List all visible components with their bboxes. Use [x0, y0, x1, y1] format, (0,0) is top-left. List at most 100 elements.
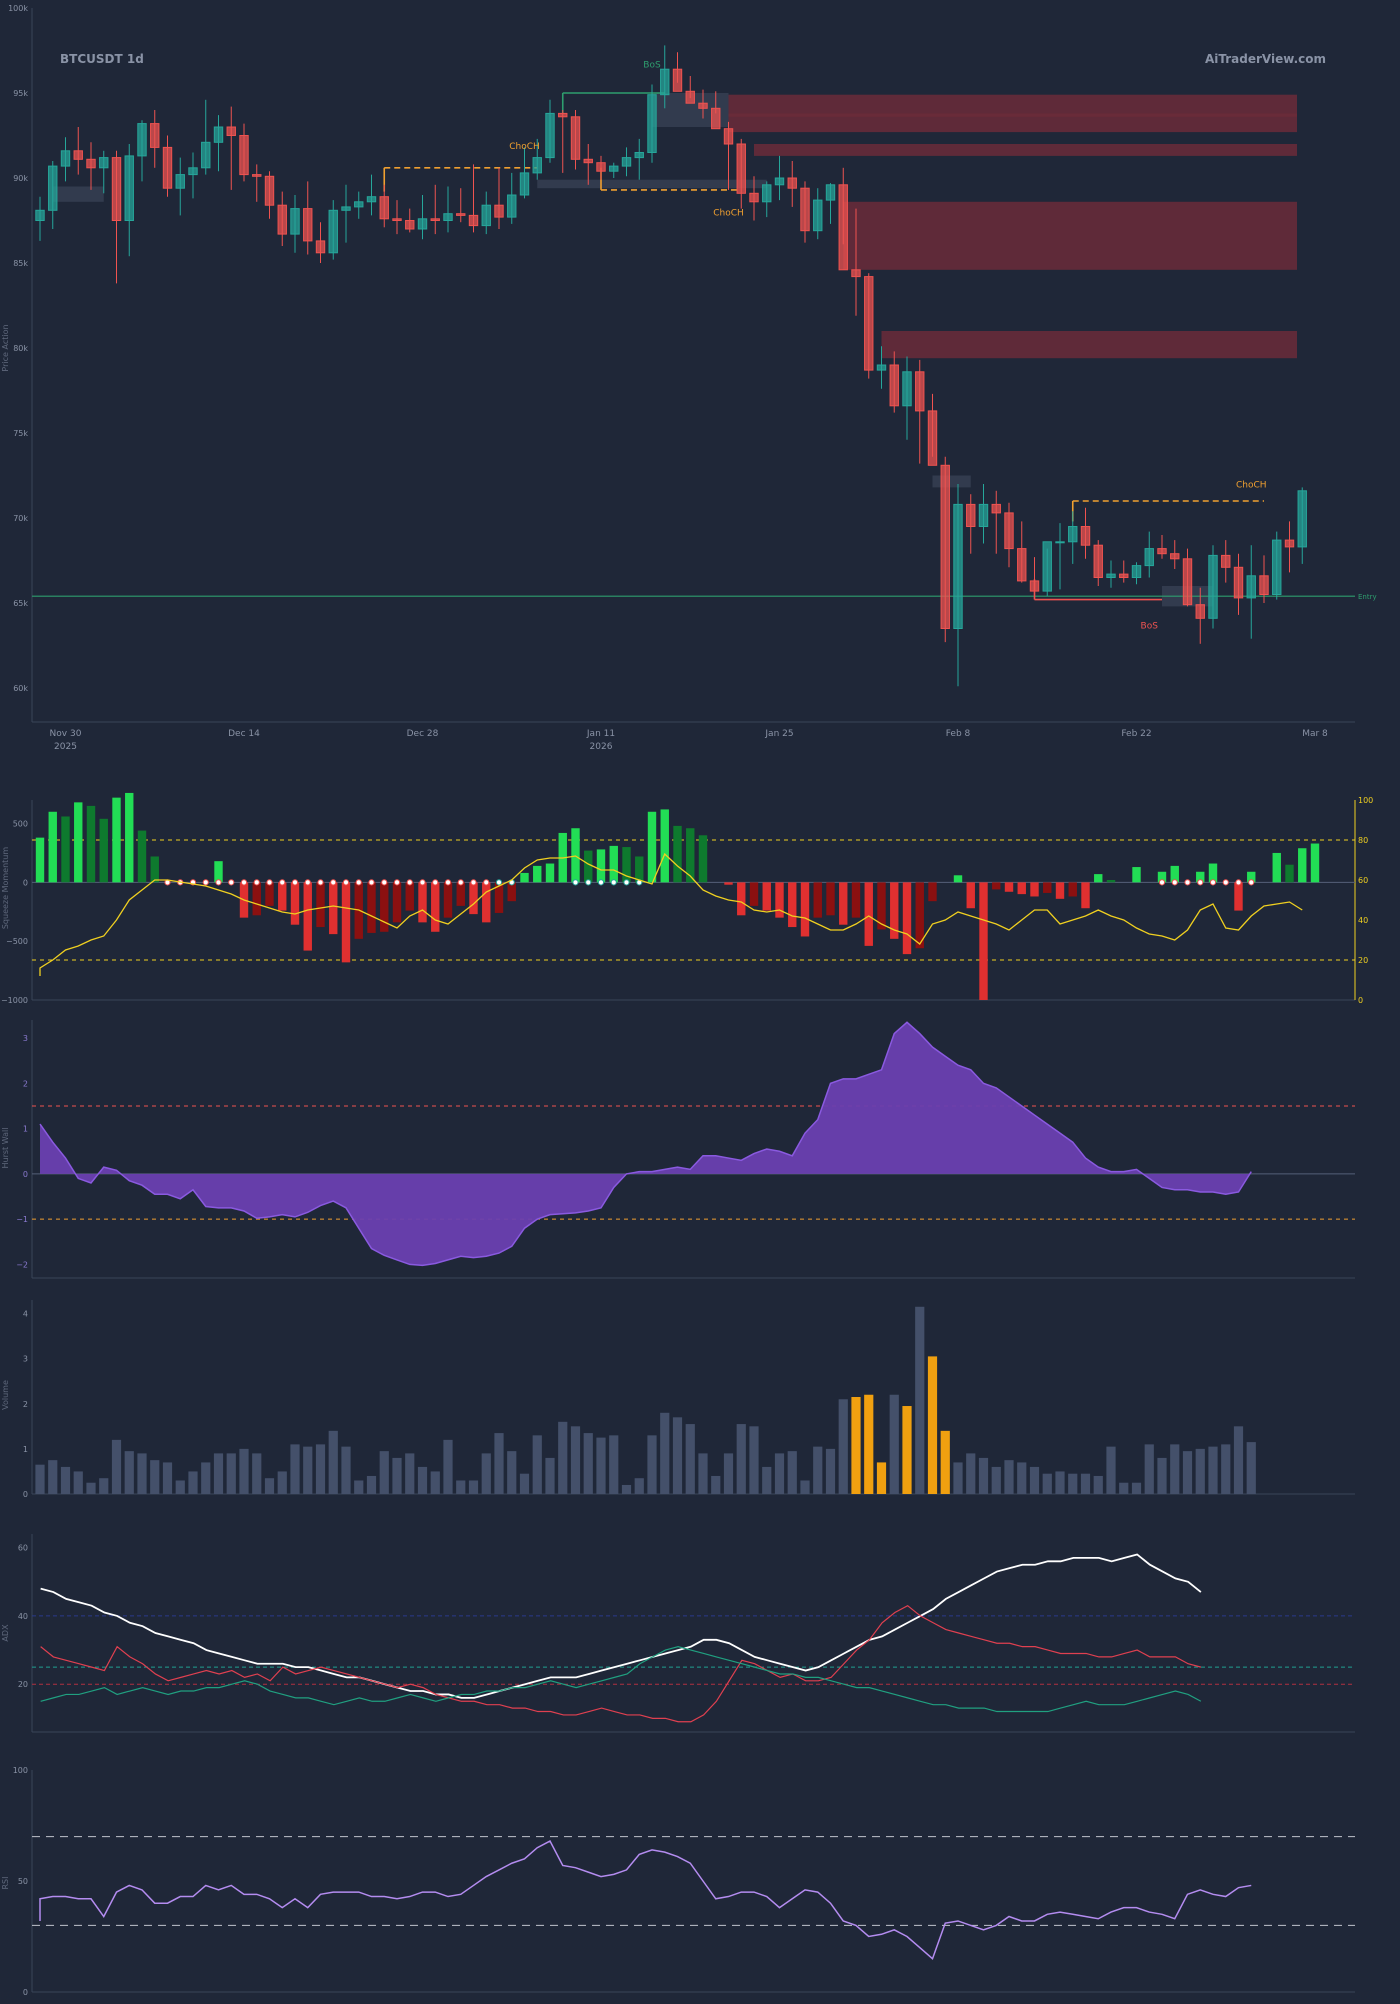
- candle-body: [1080, 526, 1091, 546]
- volume-bar: [86, 1482, 96, 1494]
- squeeze-bar: [290, 882, 300, 925]
- squeeze-right-tick-label: 80: [1358, 836, 1368, 845]
- candle-body: [672, 68, 683, 92]
- volume-bar: [876, 1462, 887, 1494]
- candle-body: [1144, 548, 1154, 567]
- di-minus-line: [40, 1604, 1202, 1723]
- squeeze-bar: [392, 882, 402, 923]
- candle-body: [86, 158, 96, 169]
- candle-body: [698, 102, 708, 109]
- volume-bar: [838, 1399, 848, 1494]
- volume-bar: [825, 1448, 836, 1494]
- watermark: AiTraderView.com: [1205, 52, 1326, 66]
- candle-body: [1182, 558, 1193, 606]
- volume-bar: [647, 1435, 657, 1494]
- squeeze-bar: [1030, 882, 1039, 897]
- candle-body: [73, 150, 83, 160]
- price-y-tick-label: 80k: [13, 344, 28, 353]
- volume-bar: [354, 1480, 364, 1494]
- volume-bar: [1068, 1473, 1078, 1494]
- squeeze-bar: [686, 828, 695, 883]
- squeeze-dot: [432, 879, 439, 886]
- squeeze-bar: [775, 882, 784, 918]
- volume-y-tick-label: 1: [23, 1445, 28, 1454]
- squeeze-bar: [520, 872, 529, 883]
- candle-body: [736, 143, 746, 194]
- price-y-tick-label: 95k: [13, 89, 28, 98]
- candle-body: [558, 112, 568, 118]
- candle-body: [303, 208, 313, 242]
- squeeze-bar: [622, 847, 631, 883]
- candle-body: [864, 276, 874, 371]
- squeeze-bar: [1068, 882, 1077, 897]
- squeeze-bar: [405, 882, 414, 911]
- volume-bar: [137, 1453, 147, 1494]
- volume-bar: [468, 1480, 479, 1494]
- volume-bar: [1195, 1448, 1205, 1494]
- squeeze-bar: [507, 882, 516, 902]
- squeeze-bar: [839, 882, 848, 925]
- price-y-tick-label: 100k: [8, 4, 28, 13]
- squeeze-bar: [928, 882, 937, 902]
- candle-body: [213, 126, 224, 143]
- candle-body: [60, 150, 71, 167]
- candle-body: [915, 371, 925, 412]
- adx-line: [40, 1553, 1202, 1699]
- structure-label: Entry: [1358, 593, 1377, 601]
- x-date-label: Feb 8: [946, 729, 971, 739]
- order-block-zone: [537, 179, 767, 189]
- candle-body: [277, 204, 287, 235]
- candle-body: [99, 157, 109, 169]
- squeeze-dot: [393, 879, 401, 886]
- candle-body: [813, 199, 823, 232]
- squeeze-bar: [1170, 865, 1179, 883]
- candle-body: [851, 269, 861, 278]
- squeeze-dot: [1222, 879, 1229, 886]
- candle-body: [35, 209, 45, 222]
- squeeze-dot: [419, 879, 426, 886]
- volume-bar: [634, 1478, 644, 1494]
- volume-y-tick-label: 2: [23, 1400, 28, 1409]
- squeeze-bar: [494, 882, 504, 913]
- candle-body: [252, 174, 262, 177]
- volume-bar: [1042, 1473, 1052, 1494]
- volume-bar: [583, 1433, 593, 1494]
- axes-layer: [31, 8, 1356, 1993]
- volume-bar: [685, 1424, 695, 1494]
- volume-bar: [1182, 1451, 1193, 1494]
- volume-axis-title: Volume: [1, 1380, 10, 1410]
- x-date-label: Mar 8: [1302, 729, 1328, 739]
- volume-bar: [787, 1451, 797, 1494]
- squeeze-bar: [469, 882, 478, 915]
- candle-body: [315, 240, 326, 254]
- volume-bar: [290, 1444, 300, 1494]
- squeeze-bar: [456, 882, 465, 906]
- squeeze-bar: [609, 845, 618, 883]
- structure-label: BoS: [643, 61, 661, 71]
- squeeze-dot: [304, 879, 311, 886]
- volume-bar: [111, 1439, 122, 1494]
- volume-bar: [851, 1397, 861, 1494]
- volume-bar: [736, 1424, 746, 1494]
- squeeze-dot: [215, 879, 222, 886]
- volume-bar: [749, 1426, 759, 1494]
- candle-body: [443, 213, 453, 221]
- candle-body: [774, 177, 785, 186]
- squeeze-bar: [902, 882, 912, 955]
- supply-zone: [881, 331, 1297, 359]
- volume-bar: [443, 1439, 453, 1494]
- squeeze-right-tick-label: 0: [1358, 996, 1363, 1005]
- squeeze-bar: [380, 882, 389, 932]
- squeeze-dot: [279, 879, 286, 886]
- candle-body: [876, 364, 887, 371]
- candle-body: [494, 204, 504, 218]
- squeeze-bar: [966, 882, 975, 909]
- squeeze-overlay-line: [39, 852, 1303, 976]
- volume-bar: [341, 1446, 351, 1494]
- squeeze-bar: [1043, 882, 1052, 893]
- volume-bar: [328, 1430, 338, 1494]
- volume-bar: [596, 1437, 606, 1494]
- hurst-area: [40, 1022, 1252, 1266]
- squeeze-bar: [48, 811, 57, 883]
- squeeze-bar: [877, 882, 886, 930]
